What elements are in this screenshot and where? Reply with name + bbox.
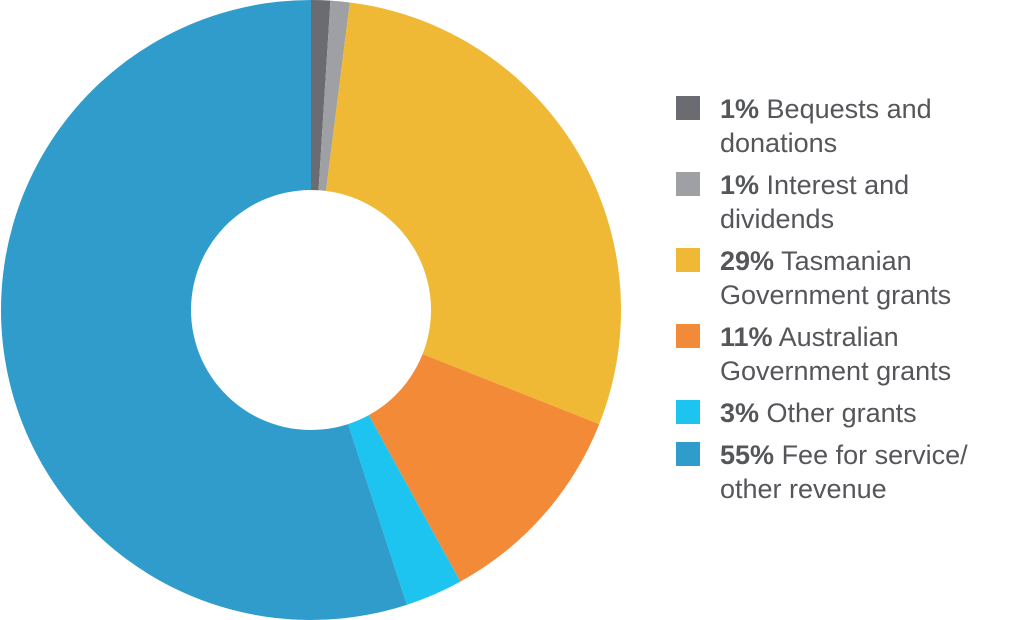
legend-item: 1% Interest and dividends [676,168,1006,236]
legend-value: 29% [720,246,775,276]
legend-label: Tasmanian Government grants [720,246,952,310]
donut-slice [0,0,407,620]
legend-swatch [676,324,700,348]
legend-item: 55% Fee for service/ other revenue [676,438,1006,506]
legend-value: 3% [720,398,760,428]
legend-text: 29% Tasmanian Government grants [720,244,1000,312]
legend-value: 55% [720,440,775,470]
legend-text: 55% Fee for service/ other revenue [720,438,1000,506]
legend-text: 3% Other grants [720,396,1000,430]
legend-item: 11% Australian Government grants [676,320,1006,388]
legend-label: Interest and dividends [720,170,910,234]
legend-swatch [676,442,700,466]
donut-slice [326,2,621,425]
legend-label: Fee for service/ other revenue [720,440,968,504]
legend-swatch [676,172,700,196]
legend-label: Australian Government grants [720,322,952,386]
donut-chart [0,0,621,620]
legend-swatch [676,400,700,424]
donut-slice [318,0,350,191]
legend-value: 11% [720,322,773,352]
legend-label: Other grants [766,398,917,428]
legend: 1% Bequests and donations 1% Interest and… [676,92,1006,506]
legend-label: Bequests and donations [720,94,932,158]
legend-text: 1% Interest and dividends [720,168,1000,236]
legend-swatch [676,248,700,272]
donut-slice [368,354,600,582]
legend-value: 1% [720,94,760,124]
legend-text: 11% Australian Government grants [720,320,1000,388]
legend-item: 29% Tasmanian Government grants [676,244,1006,312]
donut-slice [311,0,331,191]
legend-item: 1% Bequests and donations [676,92,1006,160]
donut-slice [348,415,461,605]
legend-swatch [676,96,700,120]
legend-text: 1% Bequests and donations [720,92,1000,160]
legend-item: 3% Other grants [676,396,1006,430]
legend-value: 1% [720,170,760,200]
